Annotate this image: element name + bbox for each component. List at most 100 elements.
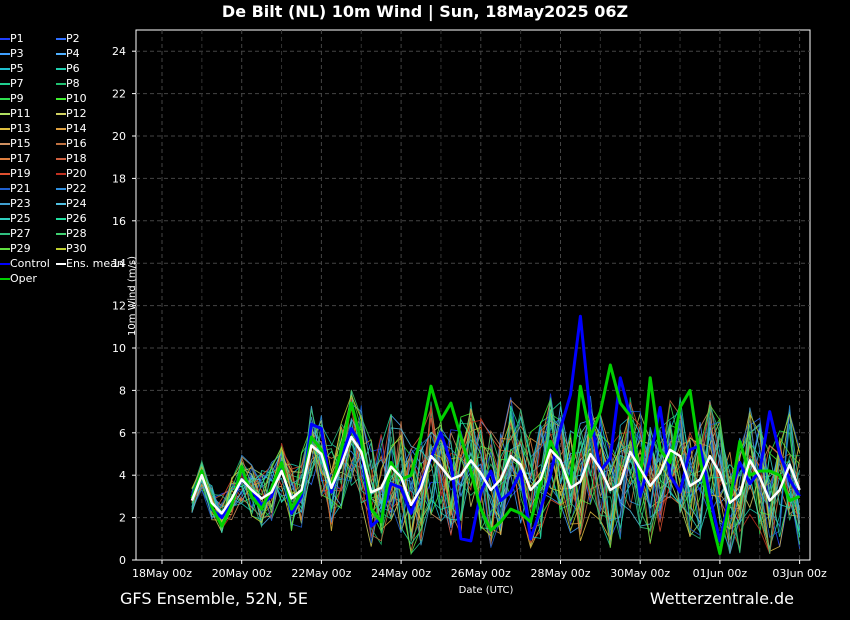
member-line-p29 <box>191 403 800 556</box>
legend-swatch <box>56 83 66 85</box>
legend-label: P18 <box>66 152 87 165</box>
site-credit: Wetterzentrale.de <box>649 589 794 608</box>
legend-label: P1 <box>10 32 24 45</box>
legend-label: P7 <box>10 77 24 90</box>
legend-swatch <box>0 53 10 55</box>
legend-swatch <box>56 98 66 100</box>
member-line-p16 <box>191 399 801 545</box>
legend: P1 P2 P3 P4 P5 P6 P7 P8 P9 P10 P11 P12 P13 P14 P15 P16 P… <box>0 32 130 292</box>
legend-swatch <box>0 218 10 220</box>
y-tick-label: 6 <box>119 427 126 440</box>
y-tick-label: 18 <box>112 172 126 185</box>
legend-swatch <box>56 53 66 55</box>
legend-label: P22 <box>66 182 87 195</box>
legend-swatch <box>0 128 10 130</box>
x-tick-label: 24May 00z <box>371 567 431 580</box>
legend-label: P28 <box>66 227 87 240</box>
y-tick-label: 14 <box>112 257 126 270</box>
y-tick-label: 16 <box>112 215 126 228</box>
y-tick-label: 10 <box>112 342 126 355</box>
legend-label: P23 <box>10 197 31 210</box>
legend-swatch <box>0 38 10 40</box>
x-axis-label: Date (UTC) <box>459 585 514 596</box>
x-tick-label: 30May 00z <box>610 567 670 580</box>
legend-label: P30 <box>66 242 87 255</box>
x-tick-label: 28May 00z <box>530 567 590 580</box>
legend-label: P16 <box>66 137 87 150</box>
series-line-oper <box>190 363 801 556</box>
y-tick-label: 12 <box>112 300 126 313</box>
model-caption: GFS Ensemble, 52N, 5E <box>120 589 308 608</box>
legend-label: P3 <box>10 47 24 60</box>
legend-swatch <box>0 233 10 235</box>
legend-label: P27 <box>10 227 31 240</box>
legend-label: P9 <box>10 92 24 105</box>
legend-swatch <box>56 248 66 250</box>
y-tick-label: 4 <box>119 469 126 482</box>
x-tick-label: 18May 00z <box>132 567 192 580</box>
legend-swatch <box>56 173 66 175</box>
legend-label: Ens. mean <box>66 257 124 270</box>
legend-label: P19 <box>10 167 31 180</box>
legend-label: P20 <box>66 167 87 180</box>
member-line-p21 <box>191 405 801 548</box>
legend-swatch <box>0 263 10 265</box>
x-tick-label: 01Jun 00z <box>693 567 748 580</box>
legend-swatch <box>56 113 66 115</box>
legend-swatch <box>56 188 66 190</box>
legend-label: P10 <box>66 92 87 105</box>
legend-label: P11 <box>10 107 31 120</box>
legend-label: P6 <box>66 62 80 75</box>
y-tick-label: 22 <box>112 88 126 101</box>
legend-label: P24 <box>66 197 87 210</box>
legend-label: P17 <box>10 152 31 165</box>
legend-swatch <box>56 38 66 40</box>
legend-label: P25 <box>10 212 31 225</box>
x-tick-label: 22May 00z <box>291 567 351 580</box>
y-tick-label: 2 <box>119 512 126 525</box>
legend-swatch <box>0 248 10 250</box>
legend-swatch <box>0 158 10 160</box>
x-axis-ticks: 18May 00z 20May 00z 22May 00z 24May 00z 26Ma… <box>132 560 827 580</box>
legend-label: P29 <box>10 242 31 255</box>
y-tick-label: 20 <box>112 130 126 143</box>
legend-label: P5 <box>10 62 24 75</box>
legend-label: P8 <box>66 77 80 90</box>
legend-swatch <box>0 68 10 70</box>
y-axis-label: 10m Wind (m/s) <box>127 256 138 336</box>
legend-swatch <box>56 263 66 265</box>
legend-swatch <box>56 128 66 130</box>
legend-label: P21 <box>10 182 31 195</box>
chart-title: De Bilt (NL) 10m Wind | Sun, 18May2025 0… <box>221 2 629 21</box>
y-tick-label: 24 <box>112 45 126 58</box>
x-tick-label: 03Jun 00z <box>772 567 827 580</box>
legend-swatch <box>56 218 66 220</box>
legend-swatch <box>0 278 10 280</box>
series-lines <box>190 314 801 556</box>
legend-label: P15 <box>10 137 31 150</box>
legend-swatch <box>0 143 10 145</box>
legend-label: P12 <box>66 107 87 120</box>
legend-swatch <box>0 188 10 190</box>
legend-label: P13 <box>10 122 31 135</box>
x-tick-label: 26May 00z <box>451 567 511 580</box>
legend-swatch <box>56 68 66 70</box>
series-line-ens-mean <box>190 435 801 515</box>
legend-label: Oper <box>10 272 37 285</box>
x-tick-label: 20May 00z <box>212 567 272 580</box>
legend-swatch <box>0 83 10 85</box>
legend-swatch <box>0 113 10 115</box>
legend-swatch <box>56 143 66 145</box>
y-tick-label: 8 <box>119 384 126 397</box>
legend-label: P14 <box>66 122 87 135</box>
legend-label: P26 <box>66 212 87 225</box>
legend-swatch <box>56 158 66 160</box>
legend-label: P4 <box>66 47 80 60</box>
legend-label: Control <box>10 257 50 270</box>
legend-swatch <box>56 233 66 235</box>
legend-swatch <box>0 98 10 100</box>
legend-swatch <box>0 173 10 175</box>
legend-swatch <box>56 203 66 205</box>
